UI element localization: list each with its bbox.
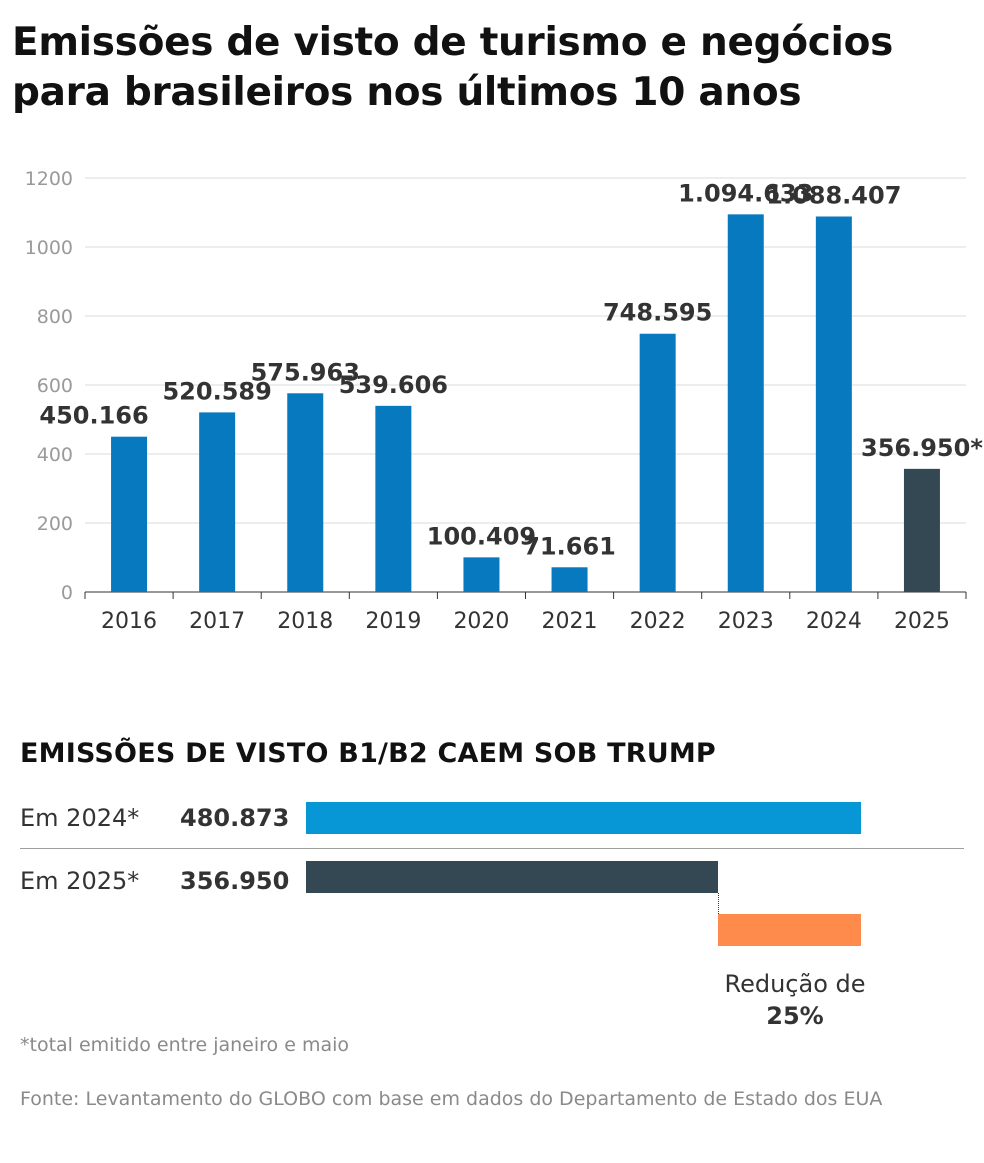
data-label-2019: 539.606: [339, 371, 448, 399]
row-value-2025: 356.950: [180, 867, 290, 895]
source-note: Fonte: Levantamento do GLOBO com base em…: [20, 1088, 883, 1110]
bar-2022: [639, 333, 676, 592]
reduction-label-text: Redução de: [724, 970, 866, 998]
y-tick-label-400: 400: [37, 444, 73, 466]
row-divider: [20, 848, 964, 849]
data-label-2017: 520.589: [162, 377, 271, 405]
x-tick-label-2025: 2025: [894, 609, 950, 634]
x-tick-label-2016: 2016: [101, 609, 157, 634]
bar-2021: [551, 567, 588, 592]
x-tick-label-2020: 2020: [453, 609, 509, 634]
x-tick-label-2021: 2021: [542, 609, 598, 634]
data-label-2020: 100.409: [427, 522, 536, 550]
reduction-percent: 25%: [766, 1002, 824, 1030]
bar-2018: [287, 393, 324, 592]
y-tick-label-1000: 1000: [25, 237, 73, 259]
bar-2023: [727, 214, 764, 592]
bar-2020: [463, 557, 500, 592]
bar-2025: [903, 468, 940, 592]
y-tick-label-0: 0: [61, 582, 73, 604]
y-tick-label-1200: 1200: [25, 168, 73, 190]
bar-2016: [111, 436, 148, 592]
hbar-2025: [306, 861, 718, 893]
annual-visa-bar-chart: 0 200 400 600 800 1000 1200 450.166 2016 520.589 2…: [25, 168, 984, 634]
x-tick-label-2024: 2024: [806, 609, 862, 634]
y-tick-label-600: 600: [37, 375, 73, 397]
x-tick-label-2022: 2022: [630, 609, 686, 634]
bar-2024: [815, 216, 852, 593]
row-label-2025: Em 2025*: [20, 867, 140, 895]
data-label-2022: 748.595: [603, 299, 712, 327]
bar-2019: [375, 405, 412, 592]
data-label-2023: 1.094.633: [678, 179, 813, 207]
x-tick-label-2017: 2017: [189, 609, 245, 634]
chart-title-line-2: para brasileiros nos últimos 10 anos: [12, 70, 802, 115]
x-tick-label-2023: 2023: [718, 609, 774, 634]
x-tick-label-2019: 2019: [365, 609, 421, 634]
row-value-2024: 480.873: [180, 804, 290, 832]
hbar-2024: [306, 802, 861, 834]
data-label-2025: 356.950*: [861, 434, 983, 462]
reduction-label: Redução de 25%: [700, 968, 890, 1032]
row-label-2024: Em 2024*: [20, 804, 140, 832]
data-label-2016: 450.166: [39, 402, 148, 430]
y-tick-label-800: 800: [37, 306, 73, 328]
bar-2017: [199, 412, 236, 592]
x-tick-label-2018: 2018: [277, 609, 333, 634]
data-label-2018: 575.963: [251, 358, 360, 386]
data-label-2024: 1.088.407: [766, 181, 901, 209]
comparison-title: EMISSÕES DE VISTO B1/B2 CAEM SOB TRUMP: [20, 738, 716, 769]
chart-title: Emissões de visto de turismo e negócios …: [12, 18, 972, 118]
reduction-bar: [717, 914, 861, 946]
y-tick-label-200: 200: [37, 513, 73, 535]
data-label-2021: 71.661: [523, 532, 616, 560]
chart-title-line-1: Emissões de visto de turismo e negócios: [12, 20, 893, 65]
footnote: *total emitido entre janeiro e maio: [20, 1034, 349, 1056]
